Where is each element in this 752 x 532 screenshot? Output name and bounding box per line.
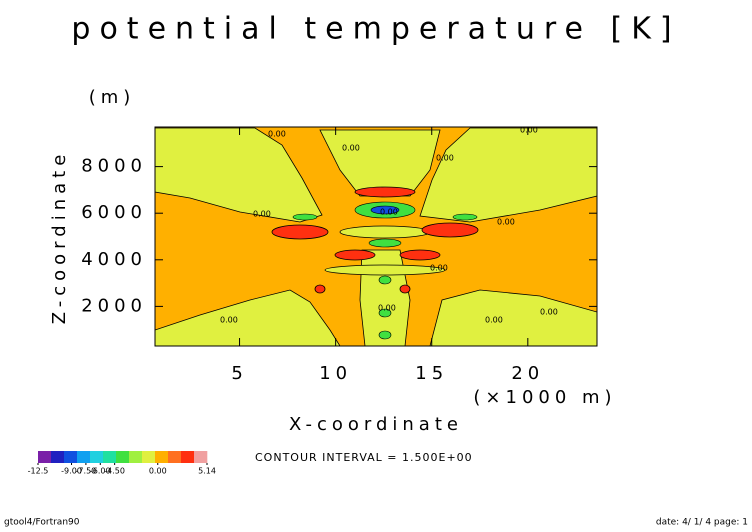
y-tick-label: 6000: [81, 202, 147, 223]
x-tick-label: 5: [231, 363, 247, 384]
contour-label: 0.00: [436, 154, 454, 163]
x-tick-label: 10: [319, 363, 352, 384]
y-unit: (m): [89, 87, 136, 108]
y-tick-label: 2000: [81, 295, 147, 316]
footer-right: date: 4/ 1/ 4 page: 1: [656, 518, 748, 528]
x-axis-label: X-coordinate: [289, 414, 463, 435]
colorbar-label: -12.5: [28, 467, 49, 476]
colorbar-label: 5.14: [198, 467, 216, 476]
colorbar-cell: [103, 451, 117, 463]
colorbar-label: 0.00: [149, 467, 167, 476]
x-unit: (×1000 m): [473, 387, 616, 408]
colorbar-cell: [129, 451, 143, 463]
contour-field: [154, 126, 598, 347]
y-tick-label: 8000: [81, 156, 147, 177]
colorbar-cell: [116, 451, 130, 463]
x-tick-label: 20: [511, 363, 544, 384]
contour-label: 0.00: [520, 126, 538, 135]
colorbar-cell: [90, 451, 104, 463]
colorbar-label: -6.00: [90, 467, 111, 476]
contour-label: 0.00: [485, 316, 503, 325]
colorbar-cell: [64, 451, 78, 463]
contour-label: 0.00: [268, 130, 286, 139]
colorbar-cell: [77, 451, 91, 463]
contour-label: 0.00: [378, 304, 396, 313]
contour-label: 0.00: [253, 210, 271, 219]
contour-labels: 0.00 0.00 0.00 0.00 0.00 0.00 0.00 0.00 …: [220, 126, 558, 325]
contour-label: 0.00: [380, 208, 398, 217]
contour-label: 0.00: [220, 316, 238, 325]
contour-label: 0.00: [540, 308, 558, 317]
colorbar-cell: [194, 451, 208, 463]
contour-interval: CONTOUR INTERVAL = 1.500E+00: [255, 451, 473, 464]
contour-label: 0.00: [497, 218, 515, 227]
colorbar-label: -4.50: [104, 467, 125, 476]
colorbar-cell: [155, 451, 169, 463]
contour-label: 0.00: [342, 144, 360, 153]
colorbar-cell: [38, 451, 52, 463]
chart-title: potential temperature [K]: [71, 12, 680, 47]
colorbar-cell: [168, 451, 182, 463]
y-axis-label: Z-coordinate: [49, 150, 70, 325]
colorbar-cell: [181, 451, 195, 463]
colorbar-cell: [142, 451, 156, 463]
colorbar-label: -9.00: [61, 467, 82, 476]
colorbar-cell: [51, 451, 65, 463]
x-tick-label: 15: [415, 363, 448, 384]
y-tick-label: 4000: [81, 249, 147, 270]
footer-left: gtool4/Fortran90: [4, 518, 80, 528]
colorbar-label: -7.50: [76, 467, 97, 476]
contour-label: 0.00: [430, 264, 448, 273]
